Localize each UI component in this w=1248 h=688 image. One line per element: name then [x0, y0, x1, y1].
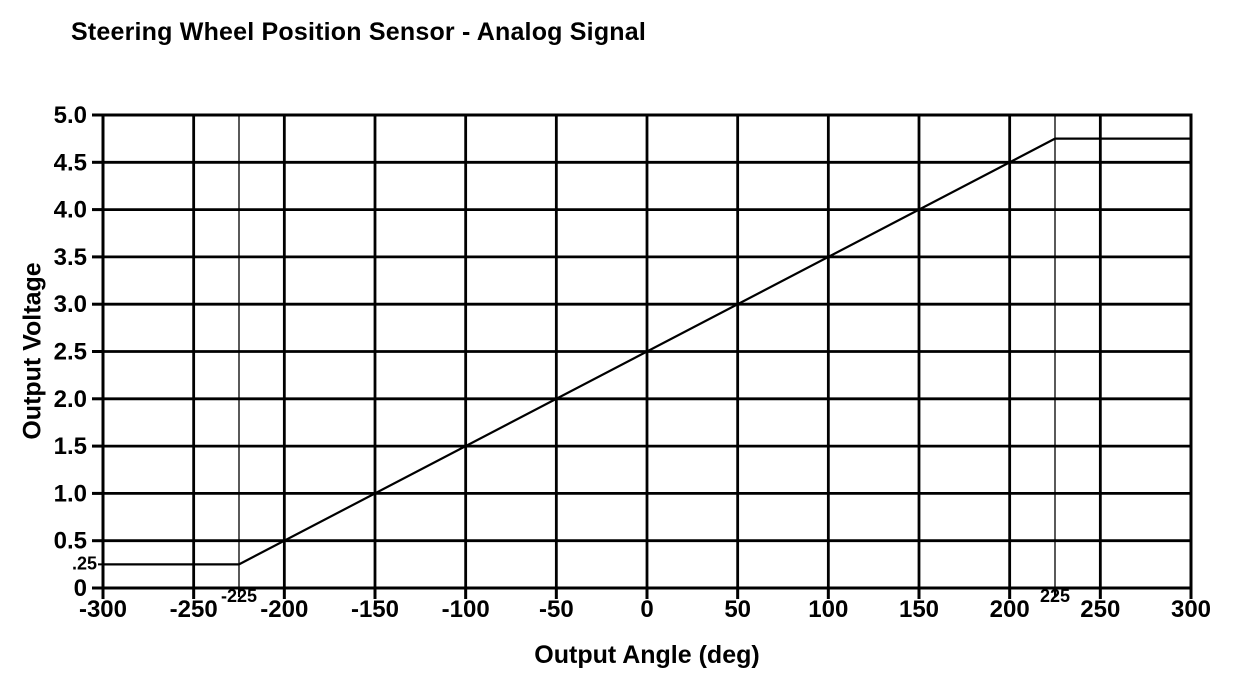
x-tick-label: -50 — [539, 596, 574, 623]
plot-border — [101, 113, 1193, 590]
y-minor-tick-label: .25 — [72, 553, 97, 573]
y-tick-label: 1.0 — [54, 480, 87, 507]
y-tick-label: 3.5 — [54, 244, 87, 271]
x-tick-label: 200 — [990, 596, 1030, 623]
y-tick-label: 0 — [74, 575, 87, 602]
chart-title: Steering Wheel Position Sensor - Analog … — [71, 18, 647, 46]
y-tick-label: 2.0 — [54, 386, 87, 413]
x-tick-label: -200 — [260, 596, 308, 623]
x-tick-label: 100 — [808, 596, 848, 623]
x-tick-label: 0 — [640, 596, 653, 623]
x-minor-tick-label: 225 — [1040, 586, 1070, 606]
y-tick-label: 1.5 — [54, 433, 87, 460]
y-tick-label: 3.0 — [54, 291, 87, 318]
y-tick-label: 5.0 — [54, 102, 87, 129]
x-tick-label: -100 — [442, 596, 490, 623]
x-tick-label: 300 — [1171, 596, 1211, 623]
y-tick-label: 4.5 — [54, 149, 87, 176]
x-tick-label: 250 — [1080, 596, 1120, 623]
x-tick-label: -250 — [170, 596, 218, 623]
signal-line — [103, 137, 1191, 566]
x-tick-label: 150 — [899, 596, 939, 623]
x-axis-title: Output Angle (deg) — [534, 641, 760, 669]
x-tick-label: -150 — [351, 596, 399, 623]
x-minor-tick-label: -225 — [221, 586, 257, 606]
x-tick-label: 50 — [724, 596, 751, 623]
y-tick-label: 2.5 — [54, 339, 87, 366]
x-tick-label: -300 — [79, 596, 127, 623]
y-tick-label: 0.5 — [54, 528, 87, 555]
y-tick-label: 4.0 — [54, 197, 87, 224]
